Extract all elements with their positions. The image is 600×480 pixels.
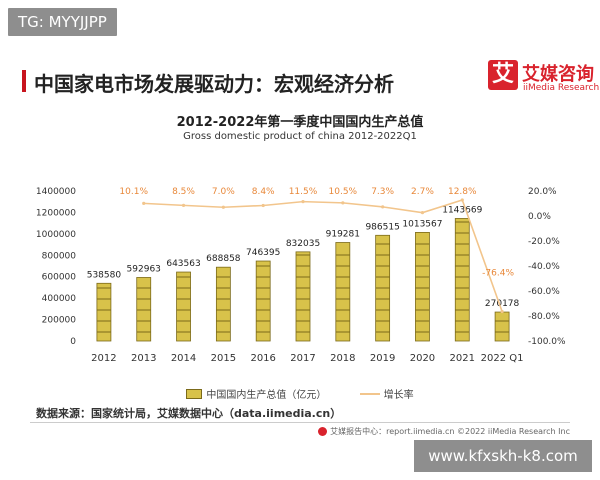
gdp-value-label: 1013567 bbox=[402, 219, 442, 229]
gdp-value-label: 643563 bbox=[166, 259, 200, 269]
x-tick-label: 2019 bbox=[370, 353, 395, 364]
growth-rate-label: 2.7% bbox=[411, 187, 434, 197]
gdp-bar bbox=[494, 311, 510, 342]
growth-rate-label: 8.5% bbox=[172, 187, 195, 197]
y-left-tick-label: 400000 bbox=[42, 294, 77, 304]
y-left-tick-label: 1000000 bbox=[36, 230, 76, 240]
x-tick-label: 2013 bbox=[131, 353, 156, 364]
iimedia-logo-icon: 艾 bbox=[488, 60, 518, 90]
growth-rate-label: 7.3% bbox=[371, 187, 394, 197]
footer-text: 艾媒报告中心：report.iimedia.cn ©2022 iiMedia R… bbox=[330, 427, 570, 436]
gdp-value-label: 1143669 bbox=[442, 205, 482, 215]
gdp-bar bbox=[415, 232, 430, 342]
growth-point bbox=[301, 200, 305, 204]
gdp-value-label: 919281 bbox=[326, 230, 360, 240]
growth-point bbox=[142, 201, 146, 205]
watermark: www.kfxskh-k8.com bbox=[414, 440, 592, 472]
y-left-tick-label: 0 bbox=[70, 337, 76, 347]
growth-point bbox=[181, 203, 186, 207]
y-right-tick-label: -20.0% bbox=[528, 237, 560, 247]
y-left-tick-label: 200000 bbox=[42, 316, 77, 326]
legend-line-swatch bbox=[359, 392, 380, 395]
gdp-bar bbox=[96, 282, 112, 342]
y-left-tick-label: 800000 bbox=[42, 251, 77, 261]
footer-credit: 艾媒报告中心：report.iimedia.cn ©2022 iiMedia R… bbox=[318, 426, 570, 437]
growth-point bbox=[221, 205, 225, 209]
gdp-value-label: 592963 bbox=[127, 264, 161, 274]
y-left-tick-label: 1200000 bbox=[36, 208, 76, 218]
growth-rate-label: 10.1% bbox=[119, 187, 148, 197]
gdp-value-label: 688858 bbox=[206, 254, 241, 264]
y-left-tick-label: 600000 bbox=[42, 273, 77, 283]
gdp-bar bbox=[295, 251, 311, 342]
gdp-value-label: 538580 bbox=[87, 270, 122, 280]
growth-rate-label: 11.5% bbox=[289, 187, 318, 197]
y-right-tick-label: -80.0% bbox=[528, 312, 560, 322]
logo-name: 艾媒咨询 bbox=[522, 64, 594, 85]
growth-rate-label: 8.4% bbox=[252, 187, 275, 197]
growth-point bbox=[460, 198, 464, 202]
x-tick-label: 2022 Q1 bbox=[481, 353, 524, 364]
gdp-bar bbox=[136, 277, 152, 342]
x-tick-label: 2015 bbox=[211, 353, 236, 364]
x-tick-label: 2018 bbox=[330, 353, 355, 364]
y-right-tick-label: -40.0% bbox=[528, 262, 560, 272]
x-tick-label: 2016 bbox=[250, 353, 275, 364]
gdp-bar bbox=[454, 218, 470, 342]
gdp-value-label: 986515 bbox=[365, 222, 399, 232]
growth-point bbox=[341, 201, 345, 205]
gdp-bar bbox=[176, 271, 191, 342]
page-title: 中国家电市场发展驱动力：宏观经济分析 bbox=[34, 72, 394, 96]
channel-tag: TG: MYYJJPP bbox=[8, 8, 117, 36]
gdp-value-label: 746395 bbox=[246, 248, 280, 258]
x-tick-label: 2014 bbox=[171, 353, 196, 364]
y-right-tick-label: 20.0% bbox=[528, 187, 557, 197]
gdp-bar bbox=[255, 260, 271, 342]
legend-line-label: 增长率 bbox=[383, 390, 414, 401]
growth-rate-label: -76.4% bbox=[482, 269, 514, 279]
y-right-tick-label: -100.0% bbox=[528, 337, 566, 347]
gdp-value-label: 832035 bbox=[286, 239, 320, 249]
growth-point bbox=[381, 205, 385, 209]
chart-subtitle: Gross domestic product of china 2012-202… bbox=[183, 131, 417, 142]
y-right-tick-label: -60.0% bbox=[528, 287, 560, 297]
data-source: 数据来源：国家统计局，艾媒数据中心（data.iimedia.cn） bbox=[36, 407, 342, 420]
gdp-bar bbox=[215, 266, 231, 342]
x-tick-label: 2021 bbox=[450, 353, 475, 364]
y-right-tick-label: 0.0% bbox=[528, 212, 551, 222]
growth-rate-line bbox=[143, 199, 503, 312]
gdp-bar bbox=[335, 242, 351, 342]
growth-rate-label: 12.8% bbox=[448, 187, 477, 197]
y-left-tick-label: 1400000 bbox=[36, 187, 76, 197]
report-center-icon bbox=[318, 427, 328, 436]
x-tick-label: 2012 bbox=[91, 353, 116, 364]
growth-point bbox=[261, 203, 265, 208]
x-tick-label: 2020 bbox=[410, 353, 435, 364]
footer-divider bbox=[30, 422, 570, 423]
legend-bar-swatch bbox=[186, 388, 203, 399]
x-tick-label: 2017 bbox=[290, 353, 315, 364]
logo-subtitle: iiMedia Research bbox=[523, 83, 600, 93]
legend-bar-label: 中国国内生产总值（亿元） bbox=[206, 390, 327, 401]
chart-legend: 中国国内生产总值（亿元） 增长率 bbox=[0, 386, 600, 401]
growth-point bbox=[500, 309, 504, 314]
growth-rate-label: 7.0% bbox=[212, 187, 235, 197]
growth-rate-label: 10.5% bbox=[329, 187, 358, 197]
title-accent-bar bbox=[22, 70, 26, 92]
growth-point bbox=[420, 211, 425, 215]
gdp-value-label: 270178 bbox=[485, 299, 520, 309]
chart-title: 2012-2022年第一季度中国国内生产总值 bbox=[176, 115, 424, 130]
